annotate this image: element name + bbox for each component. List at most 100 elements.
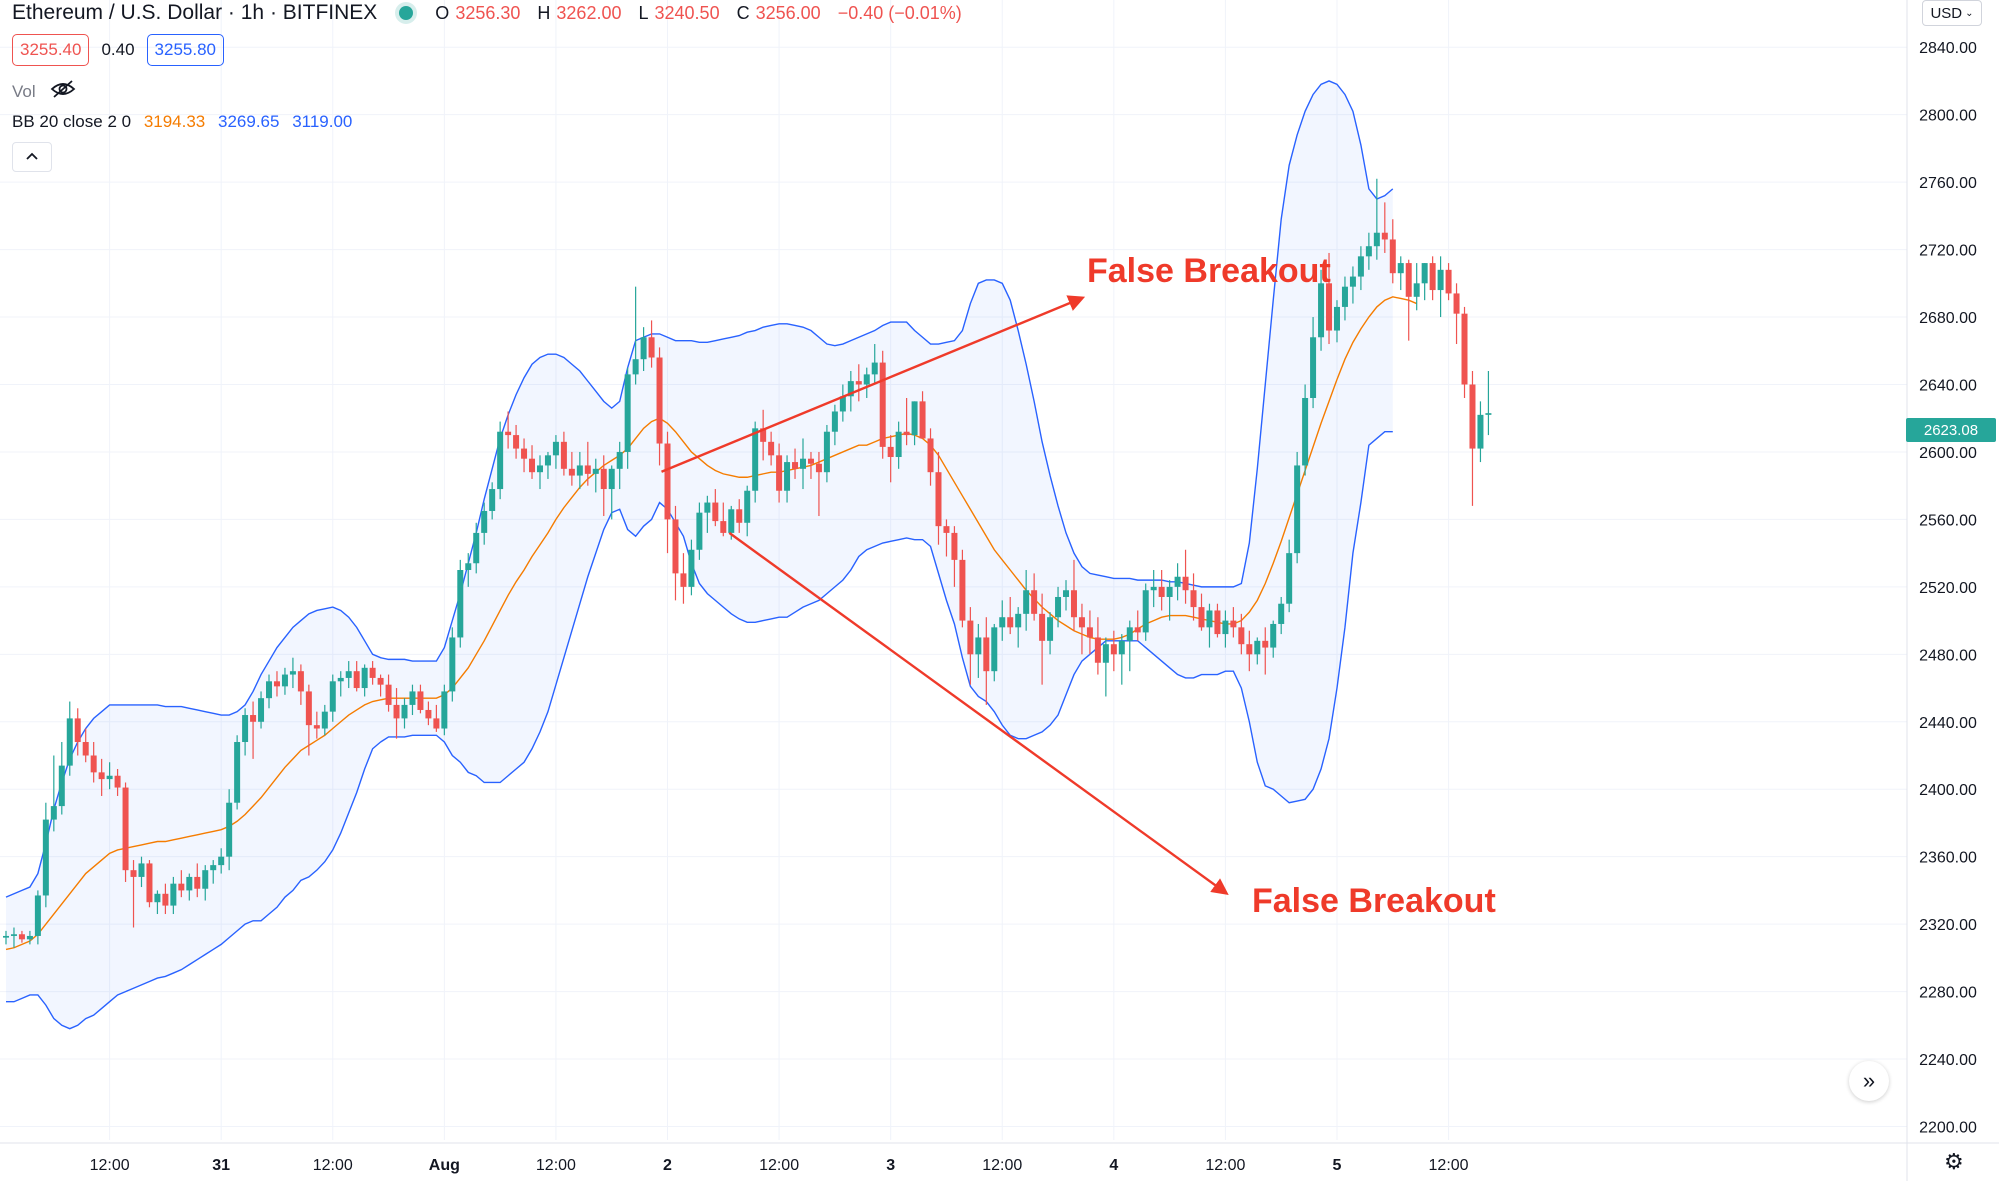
candle-body <box>1461 313 1468 385</box>
interval-label[interactable]: 1h <box>240 1 265 24</box>
candle-body <box>1310 337 1317 398</box>
candle <box>1094 617 1101 675</box>
candle-body <box>497 431 504 490</box>
candle <box>1405 259 1412 341</box>
sell-price-button[interactable]: 3255.40 <box>12 34 90 66</box>
candle-body <box>385 684 392 705</box>
candle-body <box>1023 590 1030 614</box>
candle-body <box>983 637 990 672</box>
candle <box>879 350 886 459</box>
bb-upper-value: 3269.65 <box>218 112 280 131</box>
gear-icon[interactable]: ⚙ <box>1944 1149 1964 1174</box>
candle <box>106 762 113 790</box>
buy-price-button[interactable]: 3255.80 <box>146 34 224 66</box>
candle <box>266 674 273 709</box>
candle-body <box>1262 640 1269 648</box>
candle <box>871 344 878 385</box>
time-tick-label: 4 <box>1109 1157 1118 1174</box>
time-tick-label: Aug <box>429 1157 460 1174</box>
candle-body <box>42 819 49 896</box>
candle <box>584 441 591 486</box>
volume-indicator-row[interactable]: Vol <box>12 79 76 104</box>
candle-body <box>831 411 838 432</box>
candle <box>696 502 703 560</box>
price-tick-label: 2600.00 <box>1919 445 1977 462</box>
candle-body <box>1158 586 1165 597</box>
collapse-legend-button[interactable] <box>12 142 52 172</box>
candle <box>353 661 360 692</box>
hidden-eye-icon[interactable] <box>50 79 76 104</box>
candle <box>273 671 280 697</box>
candle-body <box>106 775 113 780</box>
candle-body <box>1349 276 1356 287</box>
candle-body <box>871 362 878 375</box>
candle <box>983 617 990 705</box>
last-price-label: 2623.08 <box>1906 418 1996 442</box>
candle-body <box>863 374 870 385</box>
candle-body <box>760 428 767 442</box>
candle <box>34 890 41 945</box>
bollinger-legend[interactable]: BB 20 close 2 0 3194.33 3269.65 3119.00 <box>12 112 352 132</box>
candle-body <box>433 718 440 729</box>
symbol-title[interactable]: Ethereum / U.S. Dollar · 1h · BITFINEX <box>12 1 378 24</box>
candle <box>1349 266 1356 304</box>
candle-body <box>1254 640 1261 655</box>
candle-body <box>624 374 631 452</box>
candle <box>760 409 767 461</box>
candle-body <box>815 463 822 473</box>
candle-body <box>529 458 536 473</box>
candle <box>616 441 623 490</box>
scroll-to-realtime-button[interactable]: » <box>1849 1061 1889 1101</box>
candle-body <box>289 671 296 675</box>
candle-body <box>401 704 408 719</box>
candle <box>1118 634 1125 685</box>
candle-body <box>552 441 559 456</box>
candle <box>1102 637 1109 697</box>
currency-select[interactable]: USD ⌄ <box>1922 0 1982 26</box>
time-axis: 12:00 31 12:00 Aug 12:00 2 12:00 3 12:00 4 12:00 5 1… <box>0 1142 1999 1174</box>
candle-body <box>170 883 177 906</box>
candle <box>186 873 193 901</box>
candle-body <box>807 458 814 464</box>
candle <box>1286 539 1293 613</box>
annotation-upper: False Breakout <box>1087 252 1331 290</box>
candle <box>1389 219 1396 284</box>
candle <box>82 728 89 763</box>
candle <box>361 664 368 697</box>
candlestick-series <box>3 178 1492 948</box>
price-tick-label: 2440.00 <box>1919 715 1977 732</box>
candle-body <box>449 637 456 692</box>
candle-body <box>1326 283 1333 331</box>
candle <box>130 860 137 928</box>
candle <box>911 401 918 446</box>
price-tick-label: 2800.00 <box>1919 108 1977 125</box>
candle-body <box>202 870 209 889</box>
candle <box>10 927 17 948</box>
candle <box>736 499 743 533</box>
candle-body <box>162 893 169 906</box>
candle <box>784 455 791 503</box>
candle <box>1134 610 1141 641</box>
candle <box>919 391 926 439</box>
candle-body <box>58 765 65 807</box>
candle <box>497 421 504 500</box>
candle <box>42 802 49 908</box>
candle-body <box>1397 263 1404 274</box>
candle <box>815 451 822 517</box>
candle-body <box>1070 590 1077 618</box>
candle <box>1190 573 1197 621</box>
candle <box>1421 263 1428 301</box>
candle <box>1158 570 1165 611</box>
candle-body <box>744 490 751 523</box>
annotation-lower: False Breakout <box>1252 882 1496 920</box>
candle <box>154 890 161 915</box>
symbol-name: Ethereum / U.S. Dollar <box>12 1 223 24</box>
candle-body <box>1230 620 1237 628</box>
candle <box>1469 371 1476 506</box>
candle <box>3 930 9 945</box>
candle <box>170 876 177 915</box>
time-tick-label: 12:00 <box>313 1157 353 1174</box>
candle-body <box>186 876 193 891</box>
price-tick-label: 2480.00 <box>1919 647 1977 664</box>
